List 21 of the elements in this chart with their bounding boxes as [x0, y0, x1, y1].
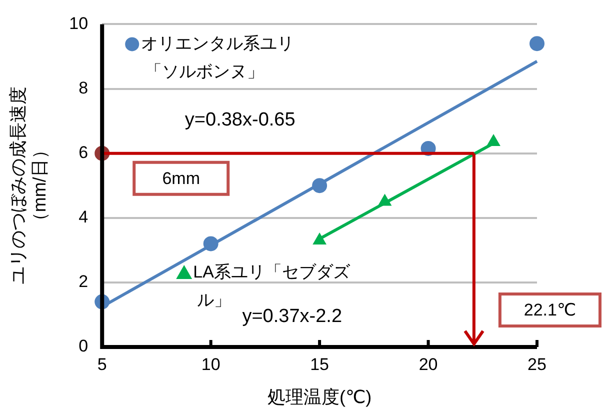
point: [312, 178, 328, 194]
annotation: y=0.38x-0.65: [184, 109, 296, 130]
point: [530, 36, 544, 52]
y-tick-label: 2: [78, 272, 88, 292]
legend-label: オリエンタル系ユリ「ソルボンヌ」: [141, 34, 294, 81]
y-tick-label: 4: [78, 208, 88, 227]
x-tick-label: 10: [201, 354, 220, 374]
x-tick-label: 5: [97, 354, 107, 374]
y-tick-label: 0: [78, 336, 88, 356]
ref-line-label: 22.1℃: [524, 300, 576, 320]
y-tick-label: 6: [78, 143, 88, 162]
point: [203, 236, 218, 252]
ref-line-label: 6mm: [162, 169, 200, 188]
point: [486, 134, 500, 146]
y-tick-label: 10: [69, 14, 88, 33]
x-tick-label: 25: [528, 354, 546, 374]
x-tick-label: 20: [418, 354, 438, 374]
x-tick-label: 15: [310, 354, 330, 374]
y-axis-title: ユリのつぼみの成長速度（mm/日）: [8, 86, 50, 285]
x-axis-title: 処理温度(℃): [267, 387, 372, 408]
y-tick-label: 8: [78, 78, 88, 98]
